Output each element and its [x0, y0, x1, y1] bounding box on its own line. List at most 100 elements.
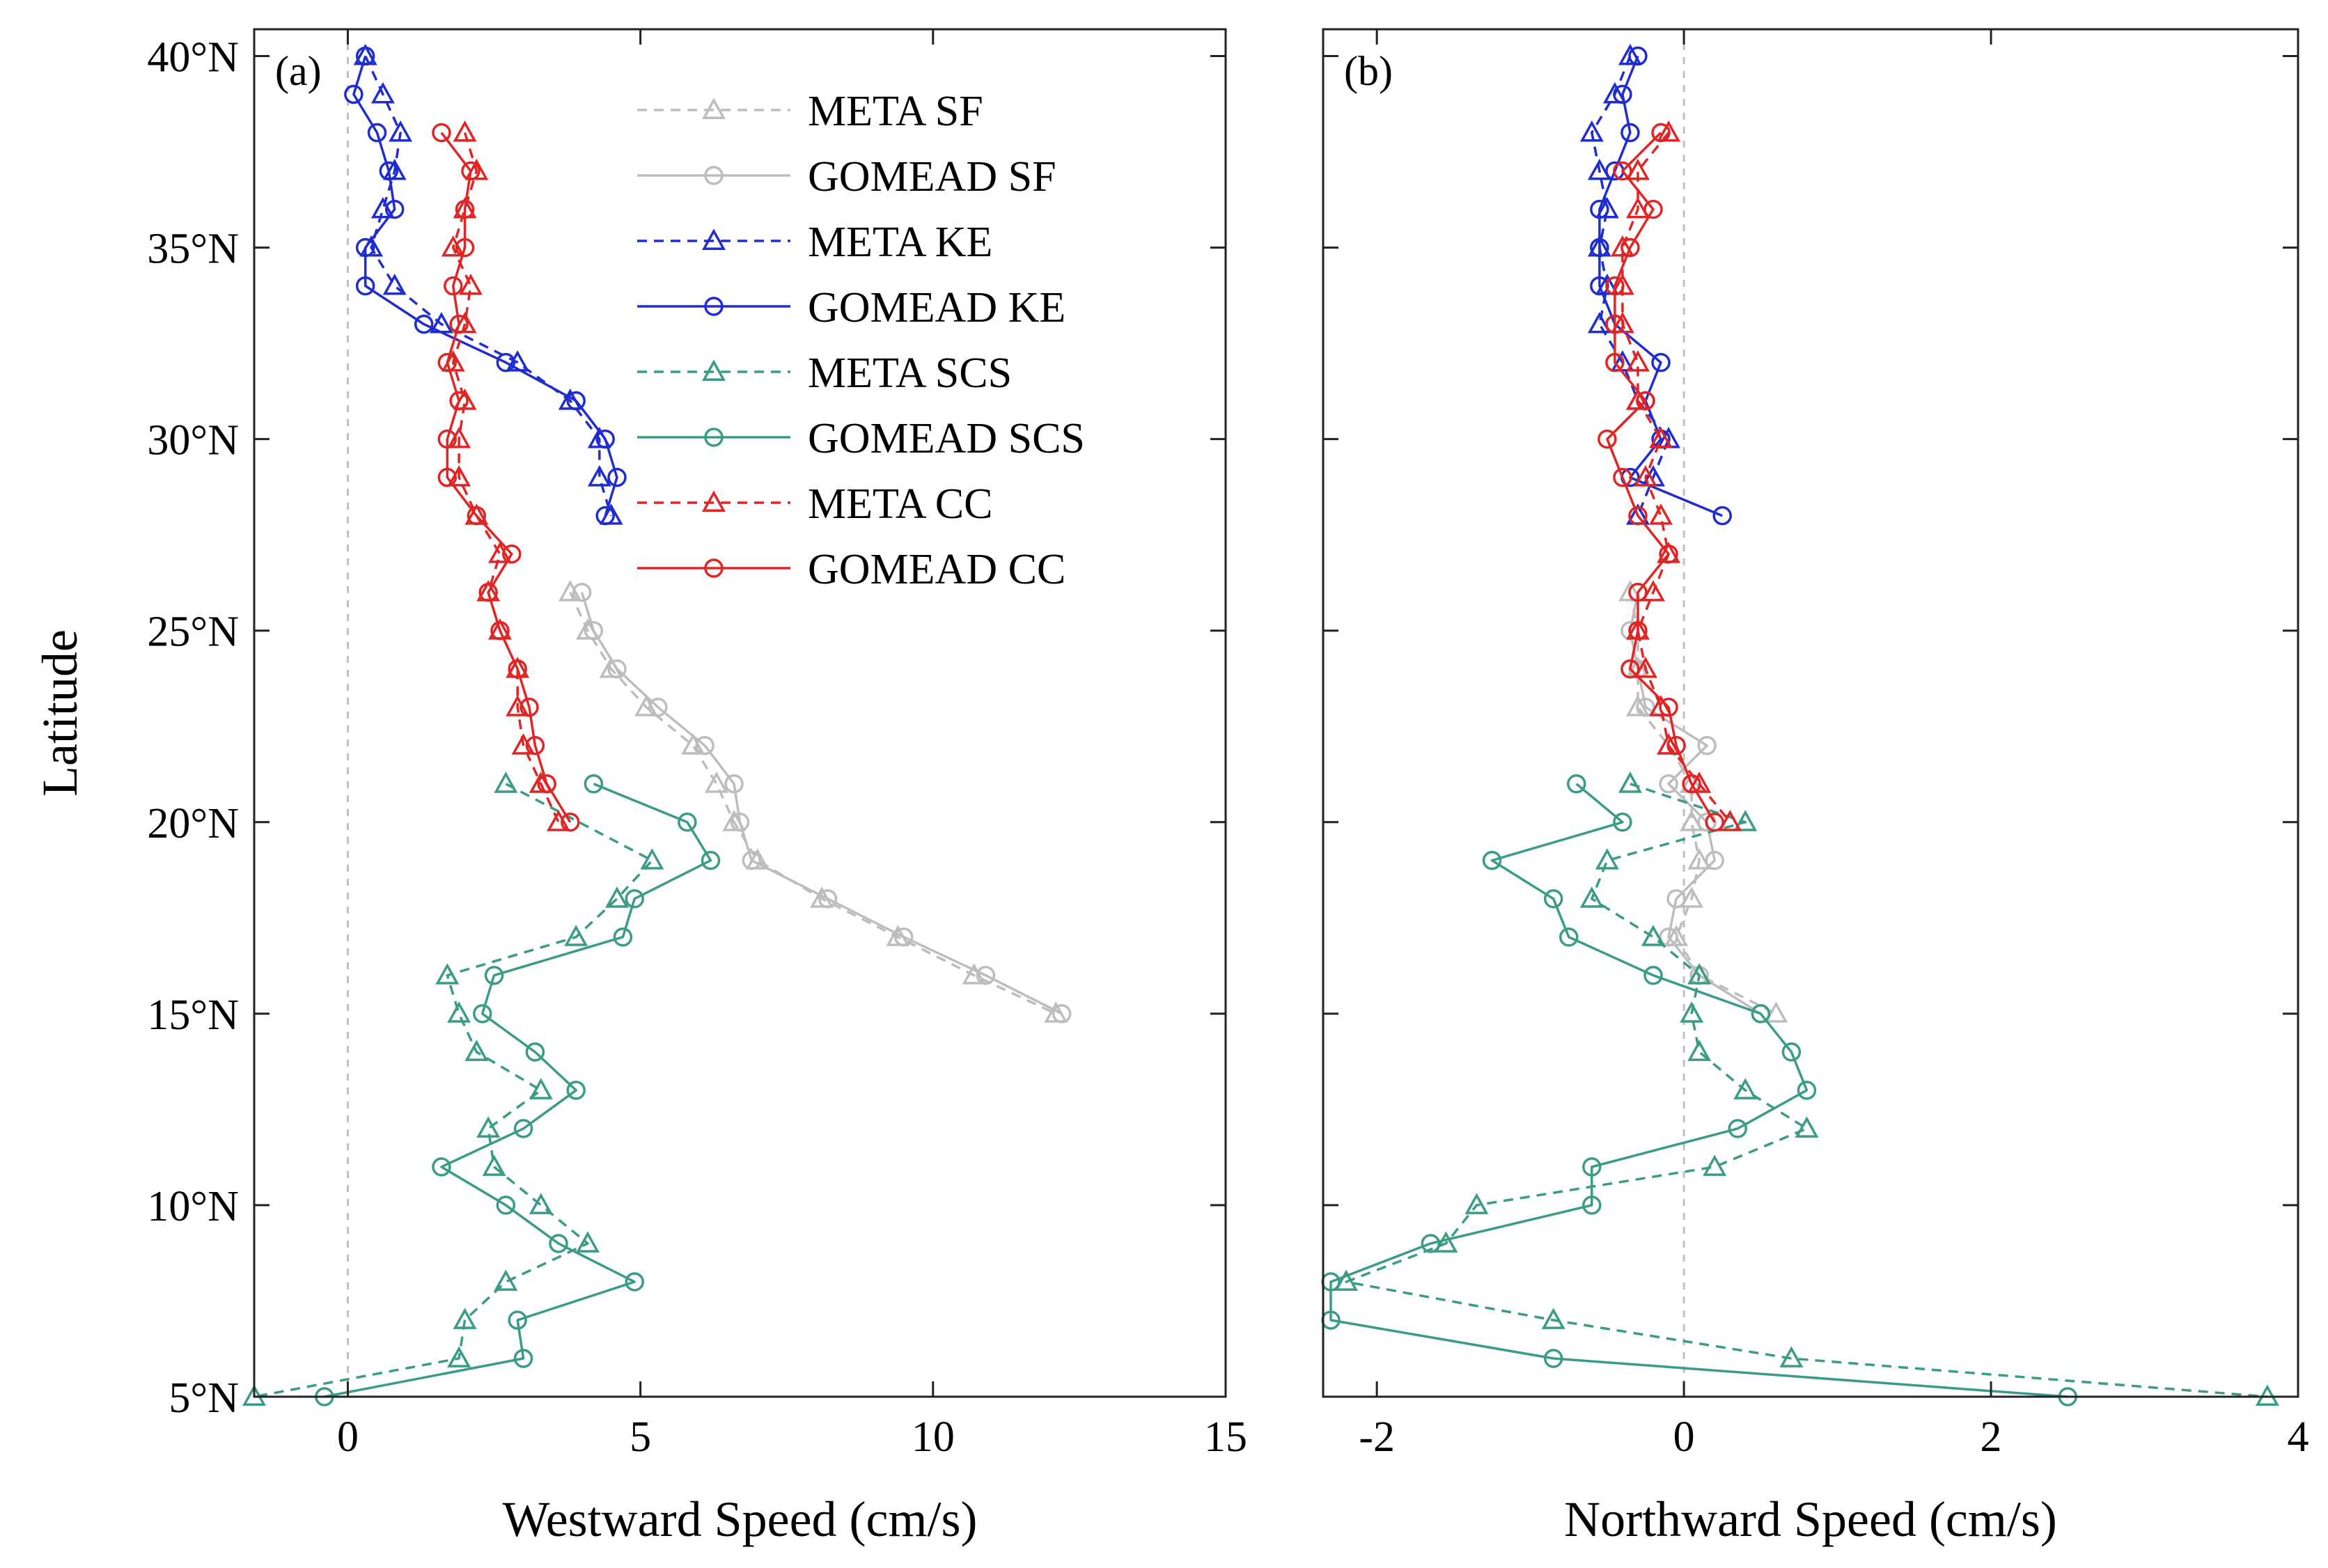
data-point	[1613, 161, 1632, 181]
data-point	[389, 120, 413, 142]
series-gomead-sf	[1620, 582, 1771, 1024]
data-point	[519, 697, 539, 717]
data-point	[976, 966, 996, 985]
data-point	[1628, 46, 1648, 66]
x-tick-label: 0	[337, 1413, 359, 1461]
legend-entry: GOMEAD SCS	[637, 415, 1085, 462]
data-point	[367, 123, 387, 143]
data-point	[1605, 276, 1625, 296]
data-point	[678, 813, 697, 832]
legend-label: META SCS	[808, 350, 1012, 397]
data-point	[1590, 237, 1609, 258]
data-point	[461, 161, 481, 181]
data-point	[584, 774, 604, 794]
data-point	[513, 1349, 533, 1368]
data-point	[525, 1042, 545, 1062]
data-point	[1613, 84, 1632, 104]
data-point	[1751, 1004, 1771, 1024]
data-point	[455, 199, 475, 219]
data-point	[1687, 963, 1712, 985]
legend-label: META SF	[808, 88, 983, 135]
data-point	[1613, 467, 1632, 487]
data-point	[1625, 196, 1650, 219]
data-point	[742, 851, 762, 870]
legend-marker	[702, 228, 726, 250]
data-point	[432, 123, 451, 143]
data-point	[695, 736, 714, 755]
data-point	[1567, 774, 1586, 794]
data-point	[1421, 1234, 1441, 1253]
data-point	[1634, 657, 1657, 678]
data-point	[437, 352, 458, 373]
series-line	[352, 55, 618, 517]
data-point	[1620, 123, 1640, 143]
data-point	[449, 391, 469, 411]
data-point	[1590, 199, 1609, 219]
x-axis-title: Northward Speed (cm/s)	[1564, 1491, 2057, 1547]
data-point	[681, 733, 705, 755]
data-point	[437, 429, 458, 449]
data-point	[1582, 1157, 1602, 1177]
series-line	[1345, 783, 2268, 1398]
data-point	[1659, 697, 1678, 717]
data-point	[525, 736, 545, 755]
data-point	[453, 1308, 477, 1329]
data-point	[607, 659, 627, 679]
data-point	[595, 429, 615, 449]
series-line	[1629, 592, 1777, 1015]
data-point	[464, 1040, 489, 1061]
data-point	[962, 963, 986, 985]
data-point	[1697, 736, 1717, 755]
data-point	[1680, 1001, 1704, 1023]
data-point	[382, 273, 407, 295]
data-point	[1718, 810, 1742, 831]
data-point	[1582, 1195, 1602, 1215]
data-point	[1434, 1231, 1458, 1253]
series-meta-scs	[242, 771, 664, 1406]
legend-entry: GOMEAD CC	[637, 546, 1065, 593]
data-point	[704, 771, 728, 793]
data-point	[482, 1154, 506, 1176]
data-point	[1052, 1004, 1072, 1024]
data-point	[1682, 774, 1701, 794]
data-point	[496, 1195, 516, 1215]
data-point	[576, 1231, 600, 1253]
data-point	[1597, 429, 1617, 449]
legend-marker	[702, 359, 726, 381]
data-point	[1595, 273, 1619, 295]
data-point	[572, 582, 592, 602]
series-meta-ke	[1579, 43, 1681, 525]
data-point	[1543, 1349, 1563, 1368]
y-tick-label: 30°N	[147, 417, 239, 464]
data-point	[1728, 1119, 1748, 1138]
data-point	[1618, 43, 1642, 65]
data-point	[1643, 199, 1663, 219]
data-point	[1464, 1193, 1489, 1214]
data-point	[587, 465, 611, 487]
data-point	[1587, 312, 1611, 334]
data-point	[724, 774, 744, 794]
legend-label: META KE	[808, 219, 992, 266]
data-point	[537, 774, 556, 794]
series-meta-cc	[441, 120, 570, 831]
data-point	[1587, 158, 1611, 180]
series-line	[1606, 132, 1716, 823]
data-point	[484, 966, 504, 985]
data-point	[640, 848, 664, 870]
data-point	[1705, 851, 1724, 870]
data-point	[648, 697, 668, 717]
data-point	[1628, 505, 1648, 526]
y-tick-label: 10°N	[147, 1183, 239, 1230]
data-point	[894, 927, 914, 947]
data-point	[529, 1078, 553, 1099]
data-point	[1651, 352, 1671, 373]
data-point	[1605, 352, 1625, 373]
data-point	[1657, 120, 1681, 142]
legend-entry: META CC	[637, 480, 992, 528]
x-tick-label: 0	[1673, 1413, 1695, 1461]
y-tick-label: 35°N	[147, 226, 239, 273]
data-point	[1634, 465, 1657, 487]
data-point	[1680, 886, 1704, 908]
data-point	[1712, 505, 1732, 526]
panel-a-chart: 0 5 10 15 5°N 10°N 15°N 20°N 25°N 30°N 35°N 40°N (a)…	[32, 28, 1247, 1547]
